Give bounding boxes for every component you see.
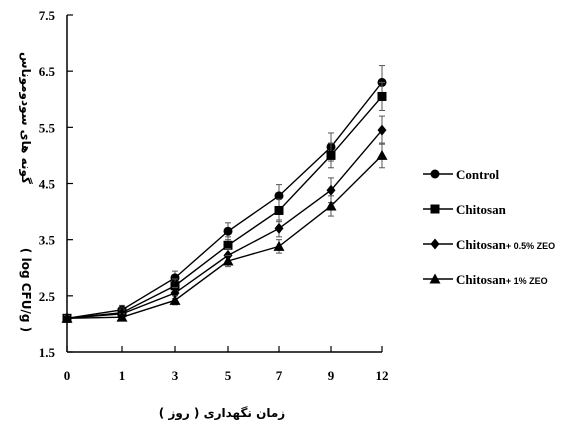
legend-item-1: Control [423, 167, 499, 182]
x-tick-label: 3 [172, 368, 179, 383]
y-tick-label: 1.5 [39, 345, 56, 360]
marker-square [274, 205, 284, 215]
y-tick-label: 3.5 [39, 233, 56, 248]
marker-triangle [325, 200, 337, 211]
series-1 [62, 65, 387, 323]
x-tick-label: 1 [119, 368, 126, 383]
series-2 [62, 81, 387, 323]
x-tick-label: 9 [328, 368, 335, 383]
y-tick-label: 2.5 [39, 289, 56, 304]
axes [66, 15, 382, 353]
legend-item-4: Chitosan+ 1% ZEO [423, 272, 548, 287]
series-line [66, 81, 383, 319]
marker-triangle [376, 149, 388, 160]
marker-triangle [169, 294, 181, 305]
marker-circle [223, 226, 233, 236]
series-line [66, 154, 383, 319]
legend-label: Chitosan [456, 202, 507, 217]
y-axis-label: گونه های سودوموناس [18, 52, 33, 184]
marker-square [223, 240, 233, 250]
x-ticks: 0 1 3 5 7 9 12 [64, 346, 389, 383]
legend-label: Chitosan+ 0.5% ZEO [456, 237, 555, 252]
x-tick-label: 7 [276, 368, 283, 383]
marker-diamond [274, 222, 284, 234]
marker-triangle [222, 255, 234, 266]
marker-triangle [429, 273, 441, 284]
marker-square [170, 281, 180, 291]
y-tick-label: 6.5 [39, 64, 56, 79]
x-tick-label: 5 [225, 368, 232, 383]
marker-triangle [273, 240, 285, 251]
y-ticks: 1.5 2.5 3.5 4.5 5.5 6.5 7.5 [39, 8, 73, 360]
y-tick-label: 5.5 [39, 120, 56, 135]
x-axis-label: زمان نگهداری ( روز ) [159, 406, 285, 421]
x-tick-label: 0 [64, 368, 71, 383]
legend-label: Chitosan+ 1% ZEO [456, 272, 548, 287]
legend-label: Control [456, 167, 499, 182]
legend-item-2: Chitosan [423, 202, 507, 217]
marker-diamond [430, 238, 440, 250]
legend: Control Chitosan Chitosan+ 0.5% ZEO Chitosa… [423, 167, 555, 287]
marker-square [326, 150, 336, 160]
marker-circle [430, 169, 440, 179]
marker-circle [274, 191, 284, 201]
x-tick-label: 12 [376, 368, 389, 383]
series-4 [61, 142, 388, 323]
marker-square [430, 204, 440, 214]
marker-diamond [326, 184, 336, 196]
marker-triangle [116, 311, 128, 322]
y-tick-label: 7.5 [39, 8, 56, 23]
marker-circle [170, 273, 180, 283]
marker-diamond [377, 124, 387, 136]
y-tick-label: 4.5 [39, 177, 56, 192]
marker-square [377, 91, 387, 101]
legend-item-3: Chitosan+ 0.5% ZEO [423, 237, 555, 252]
y-axis-unit: ( log CFU/g ) [19, 248, 33, 332]
marker-triangle [61, 312, 73, 323]
series-layer [61, 65, 388, 324]
